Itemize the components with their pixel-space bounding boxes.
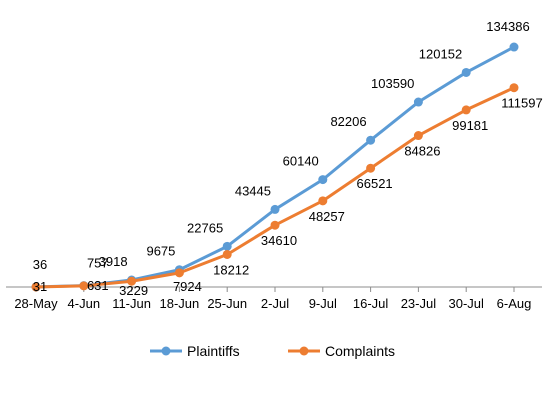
complaints-point <box>509 83 519 93</box>
plaintiffs-data-label: 82206 <box>330 114 366 129</box>
x-tick-label: 16-Jul <box>353 296 389 311</box>
legend-marker-plaintiffs <box>161 346 171 356</box>
complaints-point <box>222 249 232 259</box>
x-axis: 28-May 4-Jun 11-Jun 18-Jun 25-Jun 2-Jul 9-Jul 1… <box>6 286 542 311</box>
legend: Plaintiffs Complaints <box>150 343 395 359</box>
plaintiffs-data-label: 43445 <box>235 183 271 198</box>
legend-item-complaints: Complaints <box>288 343 395 359</box>
plaintiffs-data-label: 60140 <box>283 154 319 169</box>
plaintiffs-point <box>509 42 519 52</box>
legend-label-complaints: Complaints <box>325 343 395 359</box>
x-tick-label: 25-Jun <box>207 296 247 311</box>
x-tick-label: 18-Jun <box>160 296 200 311</box>
legend-label-plaintiffs: Plaintiffs <box>187 343 240 359</box>
plaintiffs-data-label: 9675 <box>146 244 175 259</box>
x-tick-label: 2-Jul <box>261 296 289 311</box>
plaintiffs-data-label: 103590 <box>371 76 414 91</box>
legend-marker-complaints <box>299 346 309 356</box>
series-layer <box>31 42 519 292</box>
plaintiffs-data-label: 757 <box>87 256 109 271</box>
complaints-point <box>366 163 376 173</box>
plaintiffs-data-label: 134386 <box>486 19 529 34</box>
complaints-point <box>318 196 328 206</box>
complaints-data-label: 7924 <box>173 279 202 294</box>
x-tick-label: 23-Jul <box>401 296 437 311</box>
x-tick-label: 11-Jun <box>112 296 151 311</box>
x-tick-label: 30-Jul <box>448 296 484 311</box>
complaints-data-label: 66521 <box>357 176 393 191</box>
plaintiffs-point <box>366 135 376 145</box>
complaints-data-label: 31 <box>33 279 47 294</box>
x-tick-label: 9-Jul <box>309 296 337 311</box>
complaints-point <box>174 268 184 278</box>
complaints-point <box>461 105 471 115</box>
complaints-data-label: 99181 <box>452 118 488 133</box>
x-tick-label: 28-May <box>14 296 58 311</box>
complaints-point <box>79 281 89 291</box>
plaintiffs-point <box>413 97 423 107</box>
legend-item-plaintiffs: Plaintiffs <box>150 343 240 359</box>
complaints-data-label: 18212 <box>213 262 249 277</box>
plaintiffs-data-label: 120152 <box>419 46 462 61</box>
plaintiffs-data-label: 3918 <box>99 254 128 269</box>
complaints-data-label: 48257 <box>309 209 345 224</box>
complaints-point <box>270 220 280 230</box>
plaintiffs-point <box>270 204 280 214</box>
plaintiffs-point <box>318 175 328 185</box>
x-tick-label: 4-Jun <box>68 296 101 311</box>
complaints-data-label: 84826 <box>404 144 440 159</box>
complaints-point <box>413 131 423 141</box>
complaints-data-label: 3229 <box>119 283 148 298</box>
complaints-point <box>31 282 41 292</box>
plaintiffs-data-label: 36 <box>33 257 47 272</box>
complaints-data-label: 631 <box>87 278 109 293</box>
plaintiffs-series-line <box>34 45 516 289</box>
complaints-data-label: 34610 <box>261 233 297 248</box>
complaints-data-label: 111597 <box>501 96 542 111</box>
complaints-point <box>127 276 137 286</box>
plaintiffs-data-label: 22765 <box>187 220 223 235</box>
plaintiffs-point <box>222 241 232 251</box>
plaintiffs-point <box>461 67 471 77</box>
x-tick-label: 6-Aug <box>497 296 532 311</box>
